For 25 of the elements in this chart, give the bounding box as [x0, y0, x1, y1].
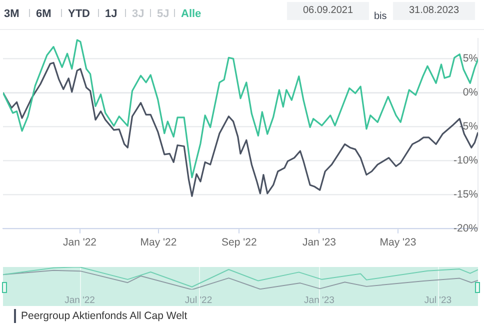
x-tick-label: May '22 — [140, 236, 177, 249]
x-tick-label: Jul '23 — [424, 294, 452, 306]
text: 5J — [157, 8, 170, 20]
text: 3J — [132, 8, 144, 20]
text: YTD — [68, 8, 90, 20]
x-tick-label: May '23 — [380, 236, 416, 249]
y-tick-label: 5% — [462, 52, 478, 65]
text: bis — [374, 11, 387, 22]
x-tick-label: Jan '23 — [302, 236, 336, 249]
x-tick-label: Jan '22 — [62, 236, 97, 249]
x-tick-label: Sep '22 — [222, 236, 257, 249]
text: 31.08.2023 — [393, 2, 475, 20]
legend-label: Peergroup Aktienfonds All Cap Welt — [14, 309, 188, 323]
x-tick-label: Jan '22 — [64, 294, 95, 306]
text: 3M — [4, 8, 20, 20]
y-tick-label: -10% — [453, 154, 478, 166]
text: 1J — [105, 8, 118, 20]
x-tick-label: Jan '23 — [304, 294, 334, 306]
text: 06.09.2021 — [287, 2, 369, 20]
text: Alle — [181, 8, 202, 20]
y-tick-label: -20% — [453, 222, 478, 234]
x-tick-label: Jul '22 — [184, 294, 212, 306]
text: 6M — [36, 8, 52, 20]
y-tick-label: 0% — [462, 86, 478, 99]
y-tick-label: -15% — [453, 188, 478, 200]
